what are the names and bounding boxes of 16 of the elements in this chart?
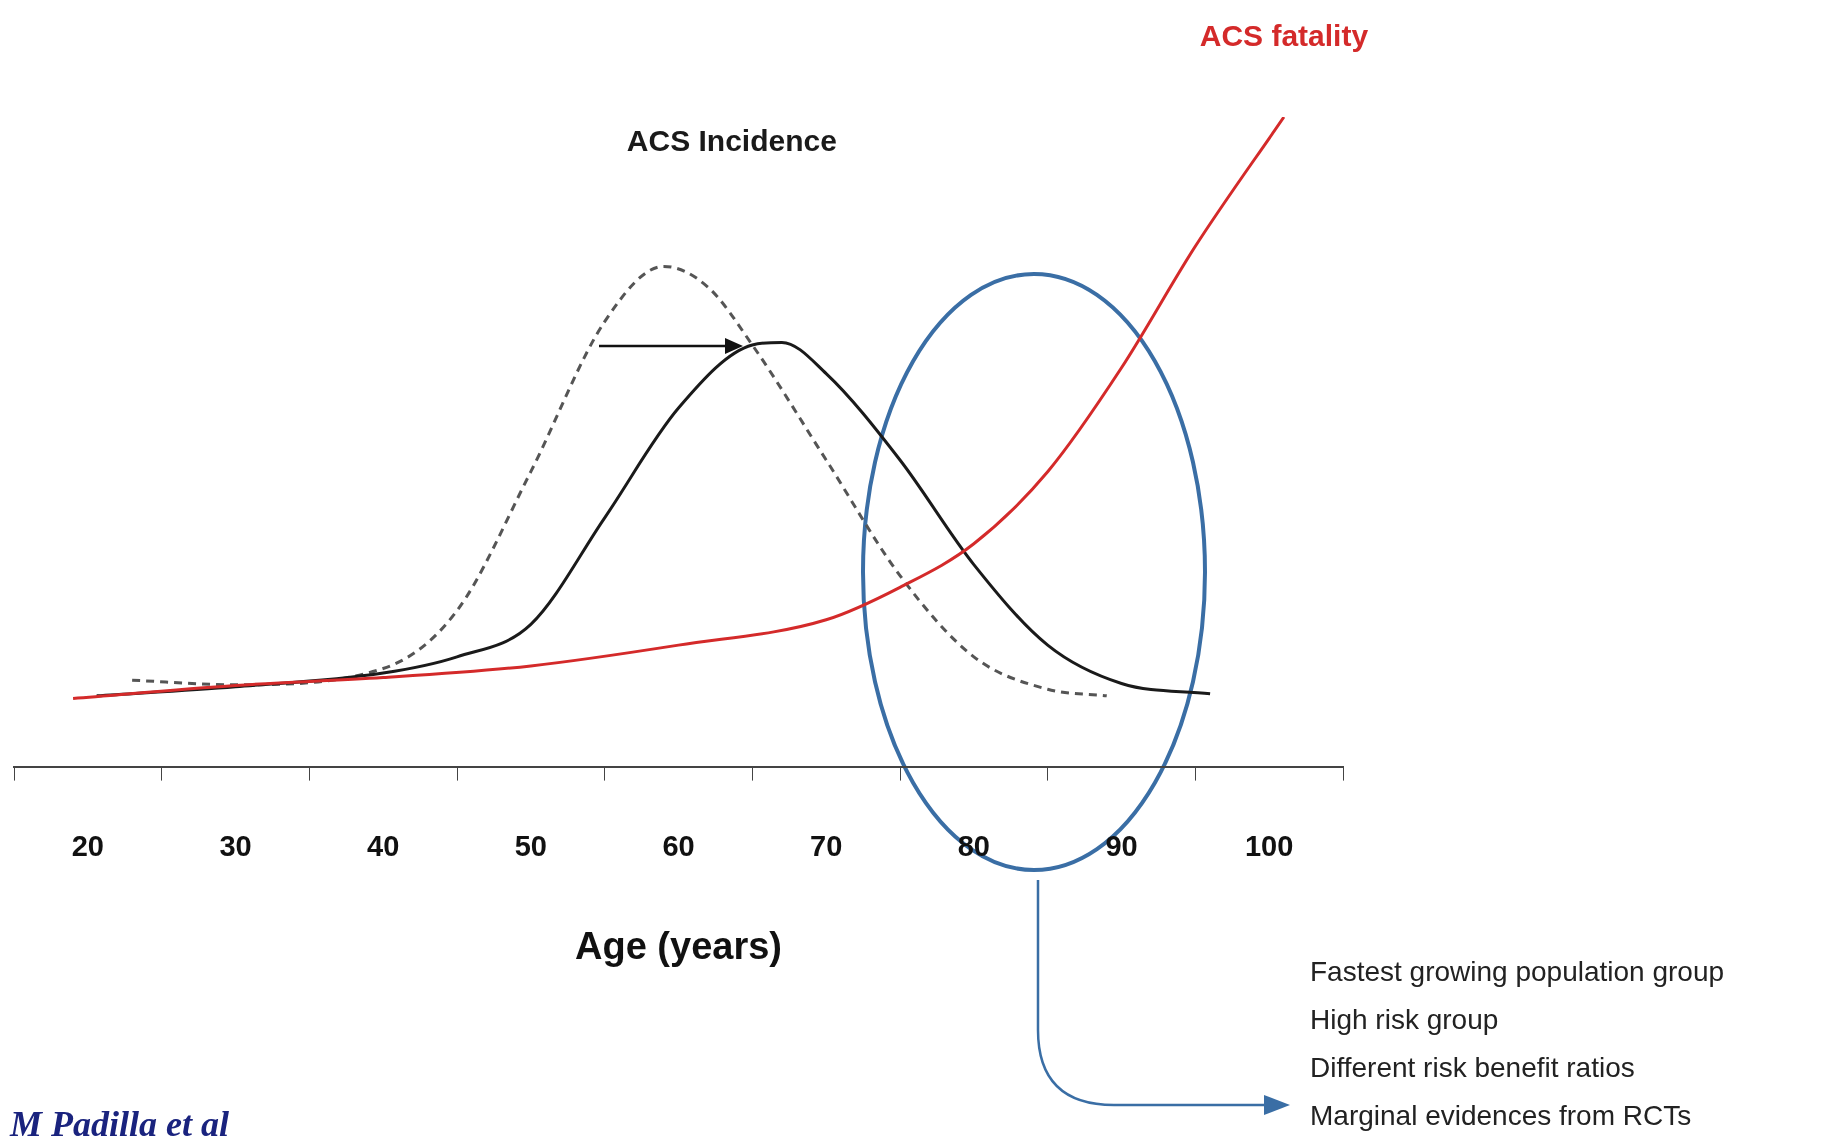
x-tick-label: 40	[367, 830, 400, 862]
x-tick-label: 30	[219, 830, 252, 862]
x-tick-label: 70	[810, 830, 843, 862]
x-tick-label: 20	[71, 830, 104, 862]
x-axis-title: Age (years)	[575, 924, 782, 967]
x-tick-label: 50	[514, 830, 547, 862]
text: Different risk benefit ratios	[1310, 1052, 1635, 1084]
x-tick-label: 90	[1105, 830, 1138, 862]
text: High risk group	[1310, 1004, 1499, 1036]
text: ACS fatality	[1199, 19, 1369, 53]
text: Marginal evidences from RCTs	[1310, 1100, 1692, 1132]
x-tick-label: 100	[1244, 830, 1294, 862]
text: ACS Incidence	[626, 123, 837, 157]
text: Fastest growing population group	[1310, 956, 1725, 988]
text: M Padilla et al	[10, 1103, 229, 1145]
x-tick-label: 60	[662, 830, 695, 862]
